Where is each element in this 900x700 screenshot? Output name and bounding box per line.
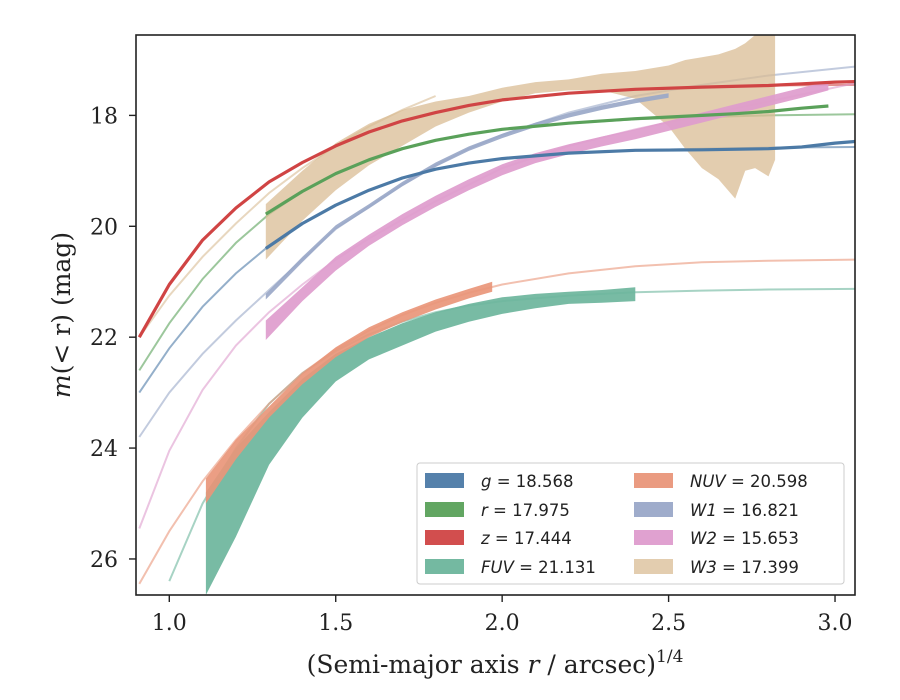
legend-label-w2: W2 = 15.653 <box>690 529 799 548</box>
legend-item-nuv: NUV = 20.598 <box>634 472 808 491</box>
legend-label-g: g = 18.568 <box>481 472 574 491</box>
legend-swatch-z <box>425 530 464 545</box>
legend-swatch-g <box>425 473 464 488</box>
legend-item-r: r = 17.975 <box>425 501 570 520</box>
plot-frame <box>135 34 856 596</box>
legend: g = 18.568 r = 17.975 z = 17.444 FUV = 21.1… <box>416 462 845 585</box>
profile-line-r <box>264 104 829 216</box>
legend-swatch-w1 <box>634 502 673 517</box>
x-tick-label: 1.0 <box>152 611 187 636</box>
legend-swatch-w2 <box>634 530 673 545</box>
legend-swatch-r <box>425 502 464 517</box>
y-tick-label: 22 <box>90 326 118 351</box>
legend-frame <box>416 462 845 585</box>
model-curve-g <box>138 146 855 394</box>
x-tick-label: 1.5 <box>318 611 353 636</box>
legend-label-nuv: NUV = 20.598 <box>690 472 808 491</box>
y-axis: 18 20 22 24 26 <box>90 104 136 573</box>
plot-area <box>137 35 855 595</box>
legend-item-fuv: FUV = 21.131 <box>425 558 596 577</box>
x-tick-label: 3.0 <box>818 611 853 636</box>
legend-swatch-w3 <box>634 559 673 574</box>
profile-band-w3 <box>265 35 776 260</box>
legend-item-z: z = 17.444 <box>425 529 572 548</box>
legend-item-g: g = 18.568 <box>425 472 574 491</box>
legend-label-w1: W1 = 16.821 <box>690 501 799 520</box>
y-tick-label: 18 <box>90 104 118 129</box>
x-axis: 1.0 1.5 2.0 2.5 3.0 <box>152 595 853 636</box>
x-axis-label: (Semi-major axis r / arcsec)1/4 <box>307 647 684 679</box>
legend-item-w2: W2 = 15.653 <box>634 529 799 548</box>
legend-swatch-nuv <box>634 473 673 488</box>
legend-item-w1: W1 = 16.821 <box>634 501 799 520</box>
y-tick-label: 20 <box>90 215 118 240</box>
legend-label-z: z = 17.444 <box>480 529 572 548</box>
legend-label-fuv: FUV = 21.131 <box>481 558 596 577</box>
legend-swatch-fuv <box>425 559 464 574</box>
x-tick-label: 2.5 <box>651 611 686 636</box>
x-tick-label: 2.0 <box>485 611 520 636</box>
profile-line-z <box>137 80 855 338</box>
legend-label-r: r = 17.975 <box>481 501 570 520</box>
legend-item-w3: W3 = 17.399 <box>634 558 799 577</box>
y-tick-label: 26 <box>90 548 118 573</box>
profile-line-g <box>264 139 855 250</box>
legend-label-w3: W3 = 17.399 <box>690 558 799 577</box>
y-axis-label: m(< r) (mag) <box>47 232 76 398</box>
y-tick-label: 24 <box>90 437 118 462</box>
